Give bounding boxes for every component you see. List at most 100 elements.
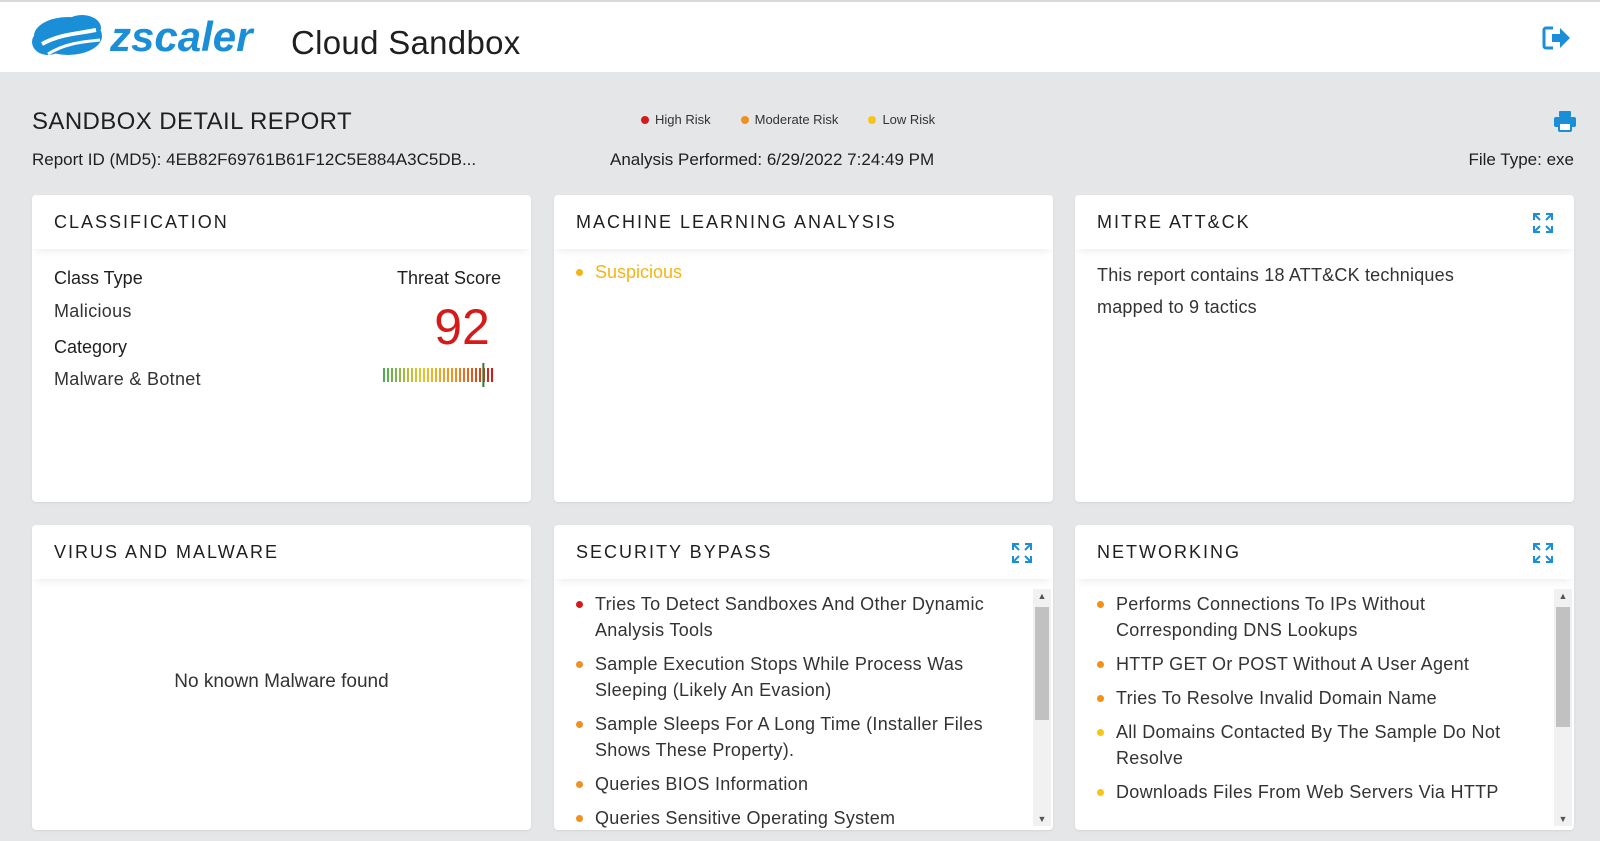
list-item-text: Queries BIOS Information xyxy=(595,774,809,794)
classification-card: CLASSIFICATION Class Type Malicious Cate… xyxy=(32,195,531,502)
list-item: Sample Execution Stops While Process Was… xyxy=(576,651,1006,703)
app-title: Cloud Sandbox xyxy=(291,24,521,61)
expand-icon[interactable] xyxy=(1532,542,1554,564)
printer-icon[interactable] xyxy=(1553,110,1577,132)
file-type: File Type: exe xyxy=(1468,150,1574,169)
moderate-risk-dot-icon xyxy=(1097,661,1104,668)
threat-score-meter xyxy=(383,363,493,387)
card-header: VIRUS AND MALWARE xyxy=(32,525,531,579)
high-risk-dot-icon xyxy=(641,115,649,124)
class-type-label: Class Type xyxy=(54,268,143,288)
logout-icon[interactable] xyxy=(1542,25,1572,51)
list-item: HTTP GET Or POST Without A User Agent xyxy=(1097,651,1527,677)
moderate-risk-dot-icon xyxy=(1097,695,1104,702)
legend-moderate-risk: Moderate Risk xyxy=(740,112,839,127)
ml-result-text: Suspicious xyxy=(595,262,683,282)
vertical-scrollbar[interactable]: ▲ ▼ xyxy=(1033,589,1051,826)
list-item: All Domains Contacted By The Sample Do N… xyxy=(1097,719,1527,771)
zscaler-logo: zscaler xyxy=(32,13,255,60)
list-item: Performs Connections To IPs Without Corr… xyxy=(1097,591,1527,643)
no-malware-message: No known Malware found xyxy=(174,671,389,692)
meter-tick xyxy=(475,368,477,382)
meter-marker xyxy=(482,363,485,387)
list-item-text: Tries To Detect Sandboxes And Other Dyna… xyxy=(595,594,985,640)
list-item-text: Queries Sensitive Operating System xyxy=(595,808,896,828)
scroll-down-arrow-icon[interactable]: ▼ xyxy=(1558,814,1568,824)
list-item: Downloads Files From Web Servers Via HTT… xyxy=(1097,779,1527,805)
threat-score-label: Threat Score xyxy=(396,268,501,288)
low-risk-dot-icon xyxy=(1097,789,1104,796)
security-bypass-list: Tries To Detect Sandboxes And Other Dyna… xyxy=(576,591,1006,830)
legend-low-risk: Low Risk xyxy=(868,112,935,127)
class-type-value: Malicious xyxy=(54,301,132,321)
meter-tick xyxy=(463,368,465,382)
moderate-risk-dot-icon xyxy=(1097,601,1104,608)
list-item-text: HTTP GET Or POST Without A User Agent xyxy=(1116,654,1470,674)
security-bypass-card: SECURITY BYPASS Tries To Detect Sandboxe… xyxy=(554,525,1053,830)
card-title: CLASSIFICATION xyxy=(54,211,229,232)
card-title: MITRE ATT&CK xyxy=(1097,211,1251,232)
meter-tick xyxy=(443,368,445,382)
meter-tick xyxy=(491,368,493,382)
list-item-text: Downloads Files From Web Servers Via HTT… xyxy=(1116,782,1499,802)
meter-tick xyxy=(419,368,421,382)
expand-icon[interactable] xyxy=(1532,212,1554,234)
machine-learning-card: MACHINE LEARNING ANALYSIS Suspicious xyxy=(554,195,1053,502)
meter-tick xyxy=(411,368,413,382)
meter-tick xyxy=(479,368,481,382)
expand-icon[interactable] xyxy=(1011,542,1033,564)
legend-label: Moderate Risk xyxy=(754,112,839,127)
list-item: Sample Sleeps For A Long Time (Installer… xyxy=(576,711,1006,763)
meter-tick xyxy=(427,368,429,382)
meter-tick xyxy=(467,368,469,382)
meter-tick xyxy=(391,368,393,382)
list-item-text: All Domains Contacted By The Sample Do N… xyxy=(1116,722,1501,768)
scrollbar-thumb[interactable] xyxy=(1556,607,1570,727)
moderate-risk-dot-icon xyxy=(740,115,749,124)
card-header: NETWORKING xyxy=(1075,525,1574,579)
top-bar: zscaler Cloud Sandbox xyxy=(0,0,1600,72)
list-item-text: Performs Connections To IPs Without Corr… xyxy=(1116,594,1426,640)
risk-legend: High Risk Moderate Risk Low Risk xyxy=(641,112,935,127)
meter-tick xyxy=(431,368,433,382)
mitre-summary: This report contains 18 ATT&CK technique… xyxy=(1097,265,1455,317)
scroll-up-arrow-icon[interactable]: ▲ xyxy=(1037,591,1047,601)
meter-tick xyxy=(439,368,441,382)
analysis-performed: Analysis Performed: 6/29/2022 7:24:49 PM xyxy=(610,150,935,169)
low-risk-dot-icon xyxy=(1097,729,1104,736)
networking-list-container: Performs Connections To IPs Without Corr… xyxy=(1075,579,1574,830)
legend-label: High Risk xyxy=(655,112,711,127)
virus-malware-card: VIRUS AND MALWARE No known Malware found xyxy=(32,525,531,830)
card-title: MACHINE LEARNING ANALYSIS xyxy=(576,211,897,232)
moderate-risk-dot-icon xyxy=(576,781,583,788)
card-header: MITRE ATT&CK xyxy=(1075,195,1574,249)
meter-tick xyxy=(435,368,437,382)
scroll-down-arrow-icon[interactable]: ▼ xyxy=(1037,814,1047,824)
card-header: CLASSIFICATION xyxy=(32,195,531,249)
scroll-up-arrow-icon[interactable]: ▲ xyxy=(1558,591,1568,601)
list-item: Tries To Detect Sandboxes And Other Dyna… xyxy=(576,591,1006,643)
low-risk-dot-icon xyxy=(868,115,877,124)
high-risk-dot-icon xyxy=(576,601,583,608)
networking-list: Performs Connections To IPs Without Corr… xyxy=(1097,591,1527,813)
list-item: Queries BIOS Information xyxy=(576,771,1006,797)
list-item-text: Sample Sleeps For A Long Time (Installer… xyxy=(595,714,983,760)
list-item: Queries Sensitive Operating System xyxy=(576,805,1006,830)
category-value: Malware & Botnet xyxy=(54,369,201,389)
moderate-risk-dot-icon xyxy=(576,721,583,728)
vertical-scrollbar[interactable]: ▲ ▼ xyxy=(1554,589,1572,826)
meter-tick xyxy=(471,368,473,382)
list-item-text: Tries To Resolve Invalid Domain Name xyxy=(1116,688,1437,708)
meter-tick xyxy=(415,368,417,382)
meter-tick xyxy=(383,368,385,382)
moderate-risk-dot-icon xyxy=(576,815,583,822)
card-header: SECURITY BYPASS xyxy=(554,525,1053,579)
scrollbar-thumb[interactable] xyxy=(1035,607,1049,720)
category-label: Category xyxy=(54,337,128,357)
meter-tick xyxy=(403,368,405,382)
mitre-card: MITRE ATT&CK This report contains 18 ATT… xyxy=(1075,195,1574,502)
list-item-text: Sample Execution Stops While Process Was… xyxy=(595,654,964,700)
report-title: SANDBOX DETAIL REPORT xyxy=(32,108,353,135)
meter-tick xyxy=(387,368,389,382)
networking-card: NETWORKING Performs Connections To IPs W… xyxy=(1075,525,1574,830)
